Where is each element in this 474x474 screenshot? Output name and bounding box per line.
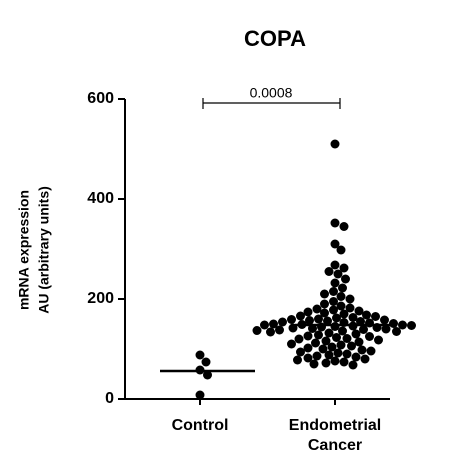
data-point	[365, 332, 374, 341]
data-point	[252, 326, 262, 335]
data-point	[329, 287, 338, 296]
y-axis-label: AU (arbitrary units)	[36, 186, 52, 314]
data-point	[354, 306, 364, 316]
data-point	[339, 263, 349, 273]
data-point	[195, 390, 205, 400]
data-point	[327, 342, 337, 352]
data-point	[330, 260, 340, 270]
data-point	[354, 337, 364, 347]
data-point	[260, 320, 269, 330]
data-point	[332, 333, 341, 342]
data-point	[339, 309, 349, 319]
data-point	[203, 370, 212, 380]
data-point	[380, 315, 389, 325]
data-point	[333, 269, 343, 279]
data-point	[330, 278, 340, 288]
data-point	[278, 317, 287, 327]
data-point	[296, 347, 305, 357]
data-point	[314, 330, 323, 340]
data-point	[359, 325, 368, 334]
data-point	[320, 289, 329, 299]
data-point	[339, 222, 349, 231]
data-point	[201, 357, 211, 367]
data-point	[266, 327, 275, 337]
data-point	[345, 303, 355, 313]
data-point	[324, 328, 334, 338]
data-point	[312, 304, 322, 314]
data-point	[329, 297, 338, 306]
x-tick-label: Endometrial Cancer	[288, 417, 382, 454]
data-point	[303, 343, 313, 353]
data-point	[351, 329, 361, 339]
data-point	[333, 348, 343, 358]
data-point	[342, 349, 352, 359]
data-point	[294, 334, 304, 344]
data-point	[293, 355, 302, 365]
data-point	[275, 325, 284, 335]
data-point	[195, 350, 205, 360]
data-point	[336, 245, 346, 255]
data-point	[320, 308, 329, 318]
data-point	[336, 301, 346, 311]
data-point	[323, 316, 332, 326]
data-point	[321, 336, 331, 346]
data-point	[348, 313, 358, 322]
data-point	[305, 316, 314, 325]
data-point	[287, 339, 296, 349]
data-point	[330, 218, 340, 228]
data-point	[303, 353, 313, 363]
data-point	[360, 354, 370, 364]
data-point	[330, 356, 340, 366]
data-point	[407, 321, 416, 330]
data-point	[330, 139, 340, 149]
data-point	[269, 319, 278, 329]
data-point	[398, 320, 407, 330]
data-point	[342, 334, 352, 343]
data-point	[392, 327, 401, 336]
y-tick-label: 400	[87, 190, 114, 207]
x-tick-label: Control	[171, 417, 229, 434]
data-point	[287, 315, 296, 324]
data-point	[329, 305, 338, 315]
data-point	[338, 326, 347, 336]
y-axis-label: mRNA expression	[16, 190, 32, 310]
y-tick-label: 0	[105, 390, 114, 407]
p-value: 0.0008	[250, 85, 293, 101]
data-point	[303, 331, 313, 341]
data-point	[330, 239, 340, 249]
chart-title: COPA	[244, 26, 306, 51]
data-point	[366, 346, 376, 356]
data-point	[296, 311, 305, 321]
data-point	[381, 324, 391, 334]
y-tick-label: 600	[87, 90, 114, 107]
data-point	[339, 357, 349, 367]
data-point	[311, 338, 320, 348]
data-point	[324, 267, 334, 276]
y-tick-label: 200	[87, 290, 114, 307]
data-point	[389, 319, 398, 328]
data-point	[362, 310, 371, 320]
data-point	[348, 360, 358, 370]
data-point	[332, 313, 341, 323]
data-point	[303, 307, 313, 317]
data-point	[336, 340, 346, 350]
data-point	[321, 358, 331, 368]
data-point	[351, 352, 361, 362]
data-point	[341, 274, 350, 284]
data-point	[336, 292, 346, 301]
data-point	[312, 351, 322, 361]
data-point	[314, 314, 323, 324]
data-point	[357, 345, 367, 355]
data-point	[320, 299, 329, 309]
data-point	[345, 294, 355, 304]
data-point	[338, 283, 347, 293]
data-point	[347, 341, 356, 351]
data-point	[374, 335, 383, 345]
data-point	[309, 359, 319, 369]
data-point	[371, 312, 380, 321]
data-point	[324, 350, 334, 360]
data-point	[318, 344, 328, 354]
